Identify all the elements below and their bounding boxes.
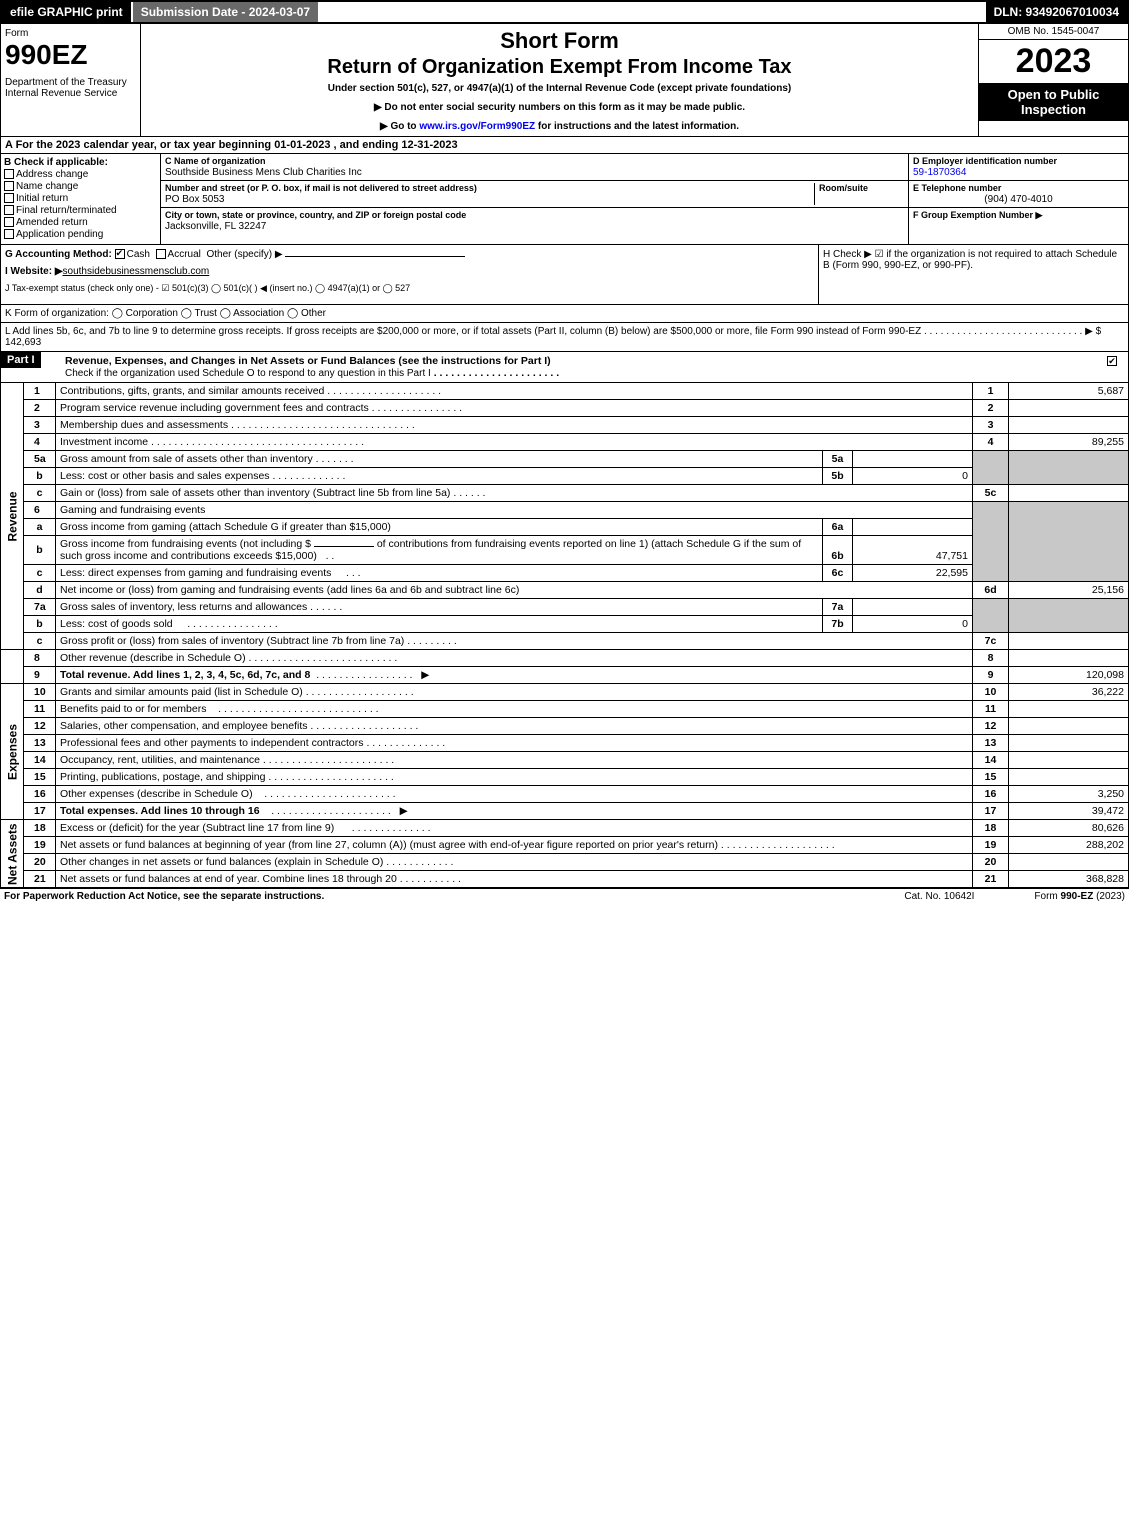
open-to-public: Open to Public Inspection (979, 83, 1128, 121)
cb-accrual[interactable] (156, 249, 166, 259)
netassets-sidebar: Net Assets (1, 820, 24, 888)
line-5c: cGain or (loss) from sale of assets othe… (1, 485, 1129, 502)
line-4: 4Investment income . . . . . . . . . . .… (1, 434, 1129, 451)
cb-amended-return[interactable]: Amended return (4, 217, 157, 228)
line-6c: cLess: direct expenses from gaming and f… (1, 565, 1129, 582)
line-6a: aGross income from gaming (attach Schedu… (1, 519, 1129, 536)
dept-treasury: Department of the Treasury Internal Reve… (5, 77, 136, 99)
d-ein-label: D Employer identification number (913, 156, 1057, 166)
c-name-label: C Name of organization (165, 156, 266, 166)
l-gross-receipts: L Add lines 5b, 6c, and 7b to line 9 to … (0, 323, 1129, 352)
title-short-form: Short Form (145, 28, 974, 54)
line-16: 16Other expenses (describe in Schedule O… (1, 786, 1129, 803)
c-street-label: Number and street (or P. O. box, if mail… (165, 183, 477, 193)
line-6: 6Gaming and fundraising events (1, 502, 1129, 519)
form-number: 990EZ (5, 39, 136, 71)
line-13: 13Professional fees and other payments t… (1, 735, 1129, 752)
line-17: 17Total expenses. Add lines 10 through 1… (1, 803, 1129, 820)
header-left: Form 990EZ Department of the Treasury In… (1, 24, 141, 136)
irs-link[interactable]: www.irs.gov/Form990EZ (419, 121, 535, 132)
cat-no: Cat. No. 10642I (904, 891, 974, 902)
section-ghij: G Accounting Method: Cash Accrual Other … (0, 245, 1129, 305)
header-mid: Short Form Return of Organization Exempt… (141, 24, 978, 136)
line-2: 2Program service revenue including gover… (1, 400, 1129, 417)
title-return: Return of Organization Exempt From Incom… (145, 56, 974, 79)
note-goto: ▶ Go to www.irs.gov/Form990EZ for instru… (145, 121, 974, 132)
line-21: 21Net assets or fund balances at end of … (1, 871, 1129, 888)
omb-number: OMB No. 1545-0047 (979, 24, 1128, 40)
g-accounting: G Accounting Method: Cash Accrual Other … (5, 249, 814, 260)
org-street: PO Box 5053 (165, 194, 224, 205)
submission-date: Submission Date - 2024-03-07 (131, 2, 318, 22)
arrow-icon: ▶ (421, 669, 429, 681)
line-7a: 7aGross sales of inventory, less returns… (1, 599, 1129, 616)
cb-application-pending[interactable]: Application pending (4, 229, 157, 240)
form-header: Form 990EZ Department of the Treasury In… (0, 24, 1129, 137)
line-18: Net Assets 18Excess or (deficit) for the… (1, 820, 1129, 837)
part-i-header: Part I Revenue, Expenses, and Changes in… (0, 352, 1129, 383)
cb-name-change[interactable]: Name change (4, 181, 157, 192)
line-7b: bLess: cost of goods sold . . . . . . . … (1, 616, 1129, 633)
form-ref: Form 990-EZ (2023) (1034, 891, 1125, 902)
line-1: Revenue 1 Contributions, gifts, grants, … (1, 383, 1129, 400)
line-14: 14Occupancy, rent, utilities, and mainte… (1, 752, 1129, 769)
part-i-title: Revenue, Expenses, and Changes in Net As… (65, 355, 551, 367)
line-5a: 5aGross amount from sale of assets other… (1, 451, 1129, 468)
line-6b: bGross income from fundraising events (n… (1, 536, 1129, 565)
line-10: Expenses 10Grants and similar amounts pa… (1, 684, 1129, 701)
topbar: efile GRAPHIC print Submission Date - 20… (0, 0, 1129, 24)
b-header: B Check if applicable: (4, 157, 108, 168)
i-website: I Website: ▶southsidebusinessmensclub.co… (5, 266, 814, 277)
header-right: OMB No. 1545-0047 2023 Open to Public In… (978, 24, 1128, 136)
section-bcdef: B Check if applicable: Address change Na… (0, 154, 1129, 245)
ein-value: 59-1870364 (913, 167, 966, 178)
line-12: 12Salaries, other compensation, and empl… (1, 718, 1129, 735)
website-link[interactable]: southsidebusinessmensclub.com (63, 266, 210, 277)
line-6d: dNet income or (loss) from gaming and fu… (1, 582, 1129, 599)
org-name: Southside Business Mens Club Charities I… (165, 167, 362, 178)
section-def: D Employer identification number 59-1870… (908, 154, 1128, 244)
line-11: 11Benefits paid to or for members . . . … (1, 701, 1129, 718)
line-20: 20Other changes in net assets or fund ba… (1, 854, 1129, 871)
cb-address-change[interactable]: Address change (4, 169, 157, 180)
cb-final-return[interactable]: Final return/terminated (4, 205, 157, 216)
line-3: 3Membership dues and assessments . . . .… (1, 417, 1129, 434)
tax-year: 2023 (979, 40, 1128, 83)
section-c: C Name of organization Southside Busines… (161, 154, 908, 244)
expenses-sidebar: Expenses (1, 684, 24, 820)
section-b: B Check if applicable: Address change Na… (1, 154, 161, 244)
e-tel-label: E Telephone number (913, 183, 1001, 193)
line-7c: cGross profit or (loss) from sales of in… (1, 633, 1129, 650)
cb-schedule-o[interactable] (1107, 356, 1117, 366)
section-a: A For the 2023 calendar year, or tax yea… (0, 137, 1129, 154)
efile-print[interactable]: efile GRAPHIC print (2, 2, 131, 22)
k-form-org: K Form of organization: ◯ Corporation ◯ … (0, 305, 1129, 323)
line-5b: bLess: cost or other basis and sales exp… (1, 468, 1129, 485)
room-suite-label: Room/suite (819, 183, 868, 193)
note-ssn: ▶ Do not enter social security numbers o… (145, 102, 974, 113)
f-group-label: F Group Exemption Number ▶ (913, 210, 1042, 220)
line-19: 19Net assets or fund balances at beginni… (1, 837, 1129, 854)
form-label: Form (5, 28, 136, 39)
part-i-label: Part I (1, 352, 41, 368)
h-check: H Check ▶ ☑ if the organization is not r… (818, 245, 1128, 304)
part-i-checknote: Check if the organization used Schedule … (65, 368, 431, 379)
page-footer: For Paperwork Reduction Act Notice, see … (0, 888, 1129, 904)
org-city: Jacksonville, FL 32247 (165, 221, 266, 232)
subtitle-section: Under section 501(c), 527, or 4947(a)(1)… (145, 83, 974, 94)
line-15: 15Printing, publications, postage, and s… (1, 769, 1129, 786)
j-tax-exempt: J Tax-exempt status (check only one) - ☑… (5, 283, 814, 294)
paperwork-notice: For Paperwork Reduction Act Notice, see … (4, 891, 904, 902)
tel-value: (904) 470-4010 (913, 194, 1124, 205)
revenue-sidebar: Revenue (1, 383, 24, 650)
arrow-icon: ▶ (400, 805, 408, 817)
line-9: 9Total revenue. Add lines 1, 2, 3, 4, 5c… (1, 667, 1129, 684)
c-city-label: City or town, state or province, country… (165, 210, 466, 220)
main-table: Revenue 1 Contributions, gifts, grants, … (0, 383, 1129, 888)
line-8: 8Other revenue (describe in Schedule O) … (1, 650, 1129, 667)
cb-cash[interactable] (115, 249, 125, 259)
dln: DLN: 93492067010034 (986, 2, 1127, 22)
cb-initial-return[interactable]: Initial return (4, 193, 157, 204)
